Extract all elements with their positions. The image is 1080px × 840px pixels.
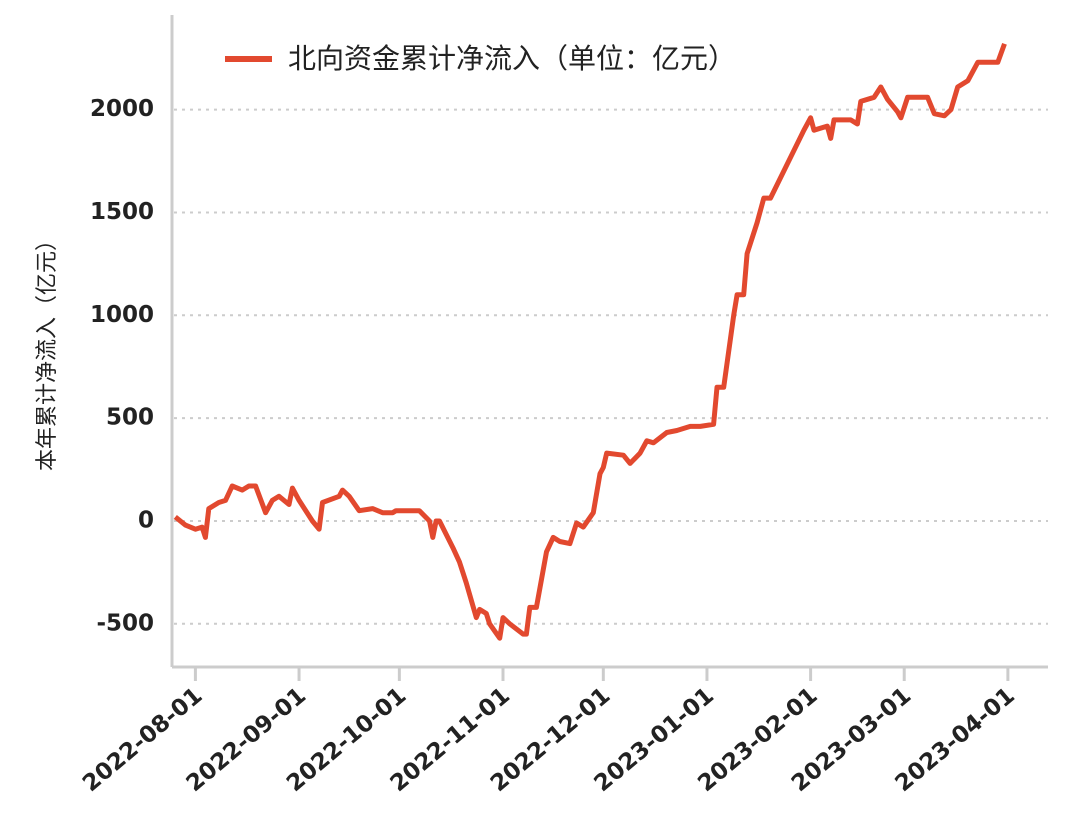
y-tick-label: 1000 xyxy=(90,302,154,328)
data-line xyxy=(173,42,1007,641)
y-axis-label: 本年累计净流入（亿元） xyxy=(35,229,60,471)
legend-label: 北向资金累计净流入（单位：亿元） xyxy=(288,42,736,75)
y-tick-label: 2000 xyxy=(90,96,154,122)
y-tick-label: 0 xyxy=(138,507,154,533)
y-tick-label: -500 xyxy=(96,610,154,636)
y-tick-label: 1500 xyxy=(90,199,154,225)
y-tick-label: 500 xyxy=(106,405,154,431)
